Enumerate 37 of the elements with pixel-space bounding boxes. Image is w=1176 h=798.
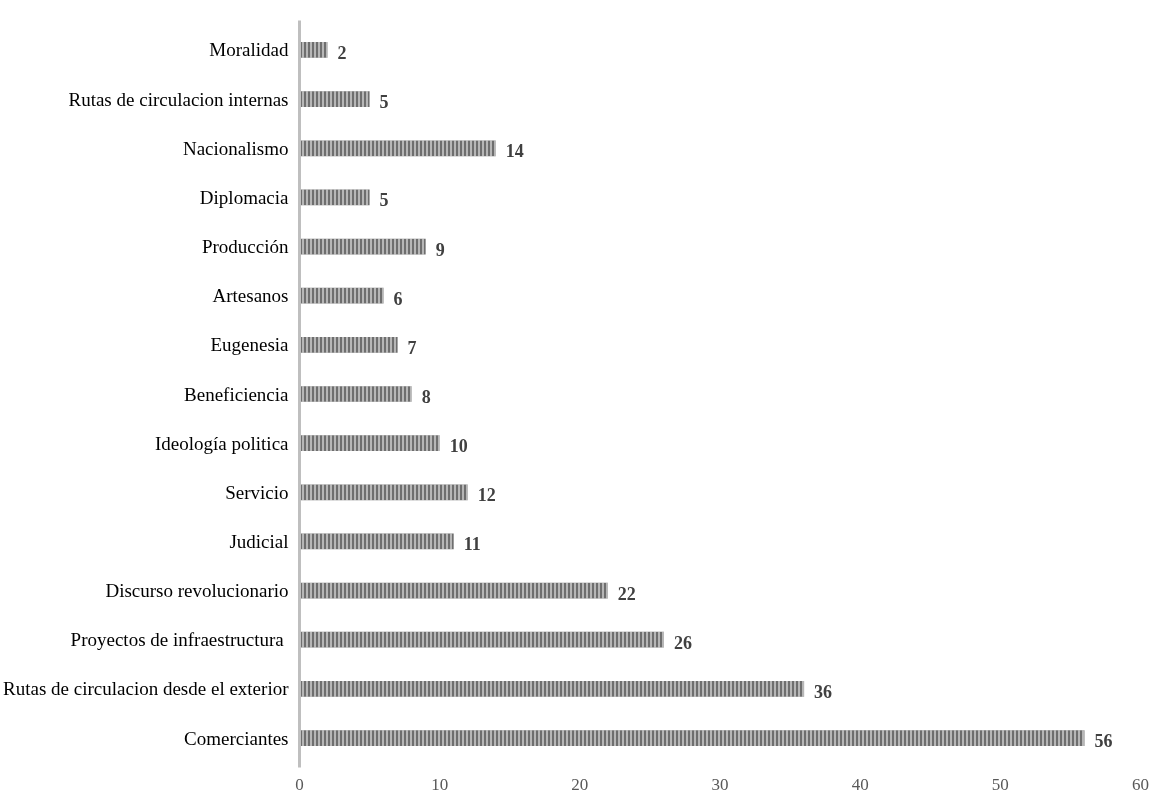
data-label: 12 bbox=[477, 485, 496, 506]
x-tick-label: 0 bbox=[295, 774, 304, 794]
y-tick-label: Diplomacia bbox=[199, 186, 290, 208]
y-tick-label: Proyectos de infraestructura bbox=[70, 629, 285, 651]
data-label: 22 bbox=[617, 583, 636, 604]
data-label: 7 bbox=[407, 337, 417, 358]
y-tick-label: Nacionalismo bbox=[182, 137, 289, 159]
data-label: 5 bbox=[379, 92, 389, 113]
x-tick-label: 50 bbox=[991, 774, 1009, 794]
y-tick-label: Eugenesia bbox=[210, 334, 290, 356]
y-tick-label: Rutas de circulacion internas bbox=[68, 88, 289, 110]
data-label: 2 bbox=[337, 42, 347, 63]
data-label: 8 bbox=[421, 387, 431, 407]
data-label: 26 bbox=[673, 632, 692, 653]
y-tick-label: Comerciantes bbox=[184, 727, 289, 749]
x-tick-label: 60 bbox=[1132, 774, 1149, 794]
data-label: 36 bbox=[814, 681, 833, 702]
data-label: 10 bbox=[449, 436, 468, 457]
x-tick-label: 10 bbox=[431, 774, 449, 794]
y-tick-label: Ideología politica bbox=[155, 432, 290, 454]
y-tick-label: Servicio bbox=[225, 481, 289, 503]
data-label: 11 bbox=[463, 534, 481, 555]
data-label: 56 bbox=[1094, 731, 1113, 752]
x-tick-label: 20 bbox=[571, 774, 589, 794]
data-label: 14 bbox=[505, 141, 524, 162]
data-label: 6 bbox=[393, 288, 403, 309]
y-tick-label: Beneficiencia bbox=[184, 383, 290, 405]
y-tick-label: Producción bbox=[201, 236, 289, 258]
data-label: 5 bbox=[379, 190, 389, 211]
y-tick-label: Discurso revolucionario bbox=[105, 580, 289, 602]
x-tick-label: 40 bbox=[851, 774, 869, 794]
y-tick-label: Artesanos bbox=[212, 285, 289, 307]
y-tick-label: Rutas de circulacion desde el exterior bbox=[3, 678, 290, 700]
y-tick-label: Moralidad bbox=[209, 39, 289, 61]
x-tick-label: 30 bbox=[711, 774, 729, 794]
y-tick-label: Judicial bbox=[229, 530, 289, 552]
data-label: 9 bbox=[435, 239, 445, 260]
